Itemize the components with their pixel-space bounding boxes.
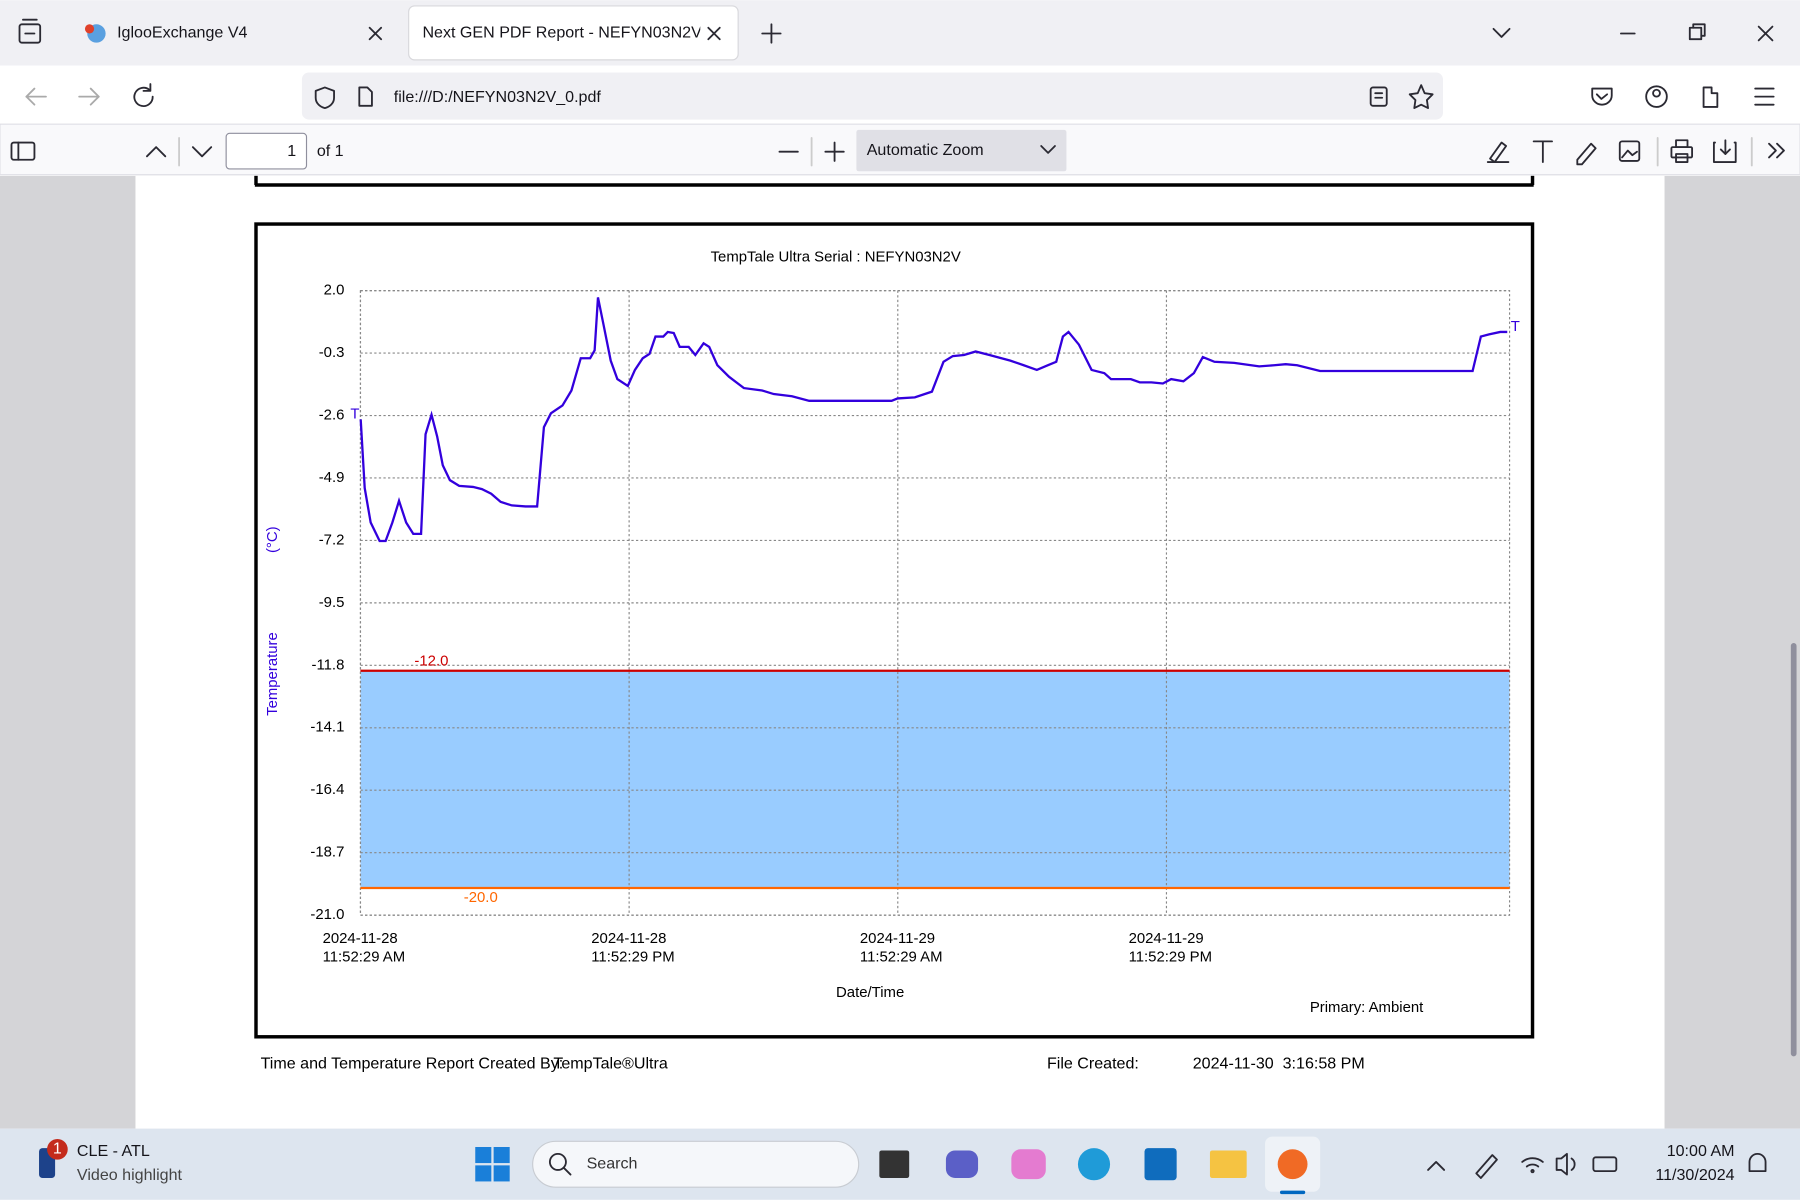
widget-subtitle[interactable]: Video highlight xyxy=(77,1166,183,1184)
limit-band xyxy=(360,670,1510,888)
tab-title[interactable]: IglooExchange V4 xyxy=(117,24,247,42)
search-text[interactable]: Search xyxy=(587,1154,638,1172)
zoom-text[interactable]: Automatic Zoom xyxy=(867,141,984,159)
search-icon xyxy=(548,1152,572,1176)
badge xyxy=(47,1138,68,1160)
address-text[interactable]: file:///D:/NEFYN03N2V_0.pdf xyxy=(394,88,602,106)
tab-list-icon[interactable] xyxy=(18,18,42,44)
y-tick-label: 2.0 xyxy=(324,282,345,299)
x-tick-label: 11:52:29 PM xyxy=(1129,949,1212,966)
tray-icons[interactable] xyxy=(1427,1152,1618,1179)
zoom-buttons[interactable] xyxy=(778,137,845,167)
x-tick-label: 11:52:29 AM xyxy=(323,949,406,966)
taskbar-apps[interactable] xyxy=(879,1136,1321,1195)
start-button[interactable] xyxy=(475,1147,510,1182)
chart-title: TempTale Ultra Serial : NEFYN03N2V xyxy=(711,248,961,265)
tab-close[interactable] xyxy=(368,26,383,41)
series-line xyxy=(359,297,1508,543)
x-tick-label: 11:52:29 PM xyxy=(591,949,674,966)
active-tab[interactable] xyxy=(408,5,739,61)
series-label: Primary: Ambient xyxy=(1310,999,1424,1016)
y-tick-label: -4.9 xyxy=(319,469,345,486)
tab-title[interactable]: Next GEN PDF Report - NEFYN03N2V_0.pdf xyxy=(422,24,747,42)
y-tick-label: -0.3 xyxy=(319,344,345,361)
footer-file-created-label: File Created: xyxy=(1047,1055,1139,1073)
y-tick-label: -2.6 xyxy=(319,406,345,423)
y-tick-label: -11.8 xyxy=(312,656,345,673)
limit-label: -12.0 xyxy=(414,653,448,670)
y-tick-label: -21.0 xyxy=(310,906,344,923)
x-tick-label: 2024-11-28 xyxy=(323,930,398,947)
limit-label: -20.0 xyxy=(464,889,498,906)
page-input[interactable] xyxy=(225,132,308,170)
nav-buttons[interactable] xyxy=(25,83,154,107)
x-tick-label: 11:52:29 AM xyxy=(860,949,943,966)
search-box[interactable] xyxy=(532,1140,860,1188)
x-tick-label: 2024-11-28 xyxy=(591,930,666,947)
page-number[interactable]: 1 xyxy=(287,142,296,160)
pdf-tool-icons[interactable] xyxy=(1040,137,1785,167)
clock-date[interactable]: 11/30/2024 xyxy=(1655,1166,1734,1184)
page-count: of 1 xyxy=(317,142,344,160)
y-axis-unit: (°C) xyxy=(264,526,281,553)
badge-count: 1 xyxy=(53,1140,62,1158)
address-bar[interactable] xyxy=(301,72,1443,120)
footer-file-created: 2024-11-30 3:16:58 PM xyxy=(1193,1055,1365,1073)
address-icons xyxy=(314,86,373,110)
chart-frame xyxy=(254,222,1535,1039)
footer-created-by: Time and Temperature Report Created By: xyxy=(261,1055,564,1073)
y-tick-label: -7.2 xyxy=(319,531,345,548)
y-tick-label: -16.4 xyxy=(310,781,344,798)
zoom-select[interactable] xyxy=(856,129,1067,172)
x-tick-label: 2024-11-29 xyxy=(1129,930,1204,947)
y-axis-label: Temperature xyxy=(264,632,281,716)
x-tick-label: 2024-11-29 xyxy=(860,930,935,947)
toolbar-icons[interactable] xyxy=(1369,84,1775,110)
y-tick-label: -9.5 xyxy=(319,594,345,611)
tab-strip xyxy=(0,0,1800,66)
end-marker: T xyxy=(1511,318,1520,335)
window-controls[interactable] xyxy=(1492,23,1774,42)
x-axis-label: Date/Time xyxy=(836,984,904,1001)
tab-favicon-badge xyxy=(84,24,95,34)
y-tick-label: -14.1 xyxy=(310,719,344,736)
start-marker: T xyxy=(350,406,359,423)
pdf-nav-icons[interactable] xyxy=(10,137,213,167)
clock-time[interactable]: 10:00 AM xyxy=(1667,1142,1735,1160)
new-tab[interactable] xyxy=(761,23,782,44)
y-tick-label: -18.7 xyxy=(310,844,344,861)
chart: TempTale Ultra Serial : NEFYN03N2V Tempe… xyxy=(264,248,1520,1016)
widget-title[interactable]: CLE - ATL xyxy=(77,1142,150,1160)
scrollbar-thumb[interactable] xyxy=(1790,643,1797,1057)
tab-close[interactable] xyxy=(707,26,721,41)
footer-product: TempTale®Ultra xyxy=(553,1055,668,1073)
notification-icon[interactable] xyxy=(1748,1153,1767,1173)
